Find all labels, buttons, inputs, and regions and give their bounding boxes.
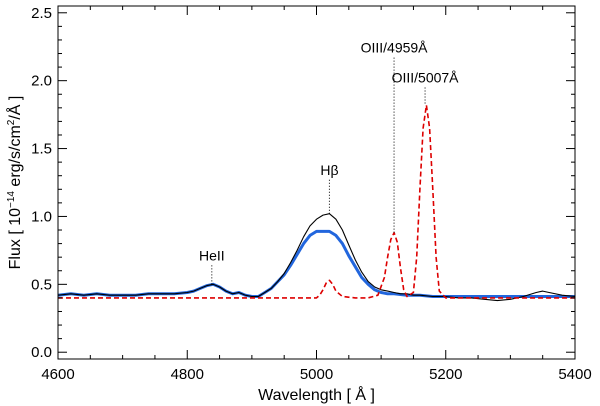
y-tick-label: 2.0: [31, 73, 52, 90]
axis-ticks: 4600 4800 5000 5200 5400 0.0 0.5 1.0 1.5 2.0 2.5: [31, 5, 592, 383]
y-tick-label: 2.5: [31, 5, 52, 22]
x-tick-label: 5400: [558, 366, 591, 383]
plot-area: [57, 104, 576, 302]
x-axis-label: Wavelength [ Å ]: [258, 385, 375, 404]
series-line-2: [58, 104, 575, 299]
y-tick-label: 1.5: [31, 141, 52, 158]
y-axis-label-exp2: 2: [6, 119, 17, 125]
y-tick-label: 1.0: [31, 208, 52, 225]
x-tick-label: 4800: [171, 366, 204, 383]
annotation-label: OIII/5007Å: [392, 69, 460, 85]
plot-frame: [57, 5, 576, 360]
line-annotations: HeII Hβ OIII/4959Å OIII/5007Å: [199, 40, 459, 285]
y-tick-label: 0.0: [31, 344, 52, 361]
series-line-0: [57, 213, 576, 302]
y-axis-label-middle: erg/s/cm: [7, 125, 24, 191]
annotation-label: Hβ: [320, 162, 338, 178]
y-axis-label: Flux [ 10−14 erg/s/cm2/Å ]: [5, 96, 24, 270]
y-tick-label: 0.5: [31, 276, 52, 293]
annotation-label: HeII: [199, 247, 225, 263]
annotation-label: OIII/4959Å: [361, 40, 429, 56]
series-line-1: [57, 229, 575, 298]
x-tick-label: 5000: [300, 366, 333, 383]
x-tick-label: 5200: [429, 366, 462, 383]
y-axis-label-suffix: /Å ]: [5, 96, 24, 120]
y-axis-label-exp: −14: [6, 191, 17, 208]
x-tick-label: 4600: [41, 366, 74, 383]
y-axis-label-prefix: Flux [ 10: [7, 208, 24, 269]
